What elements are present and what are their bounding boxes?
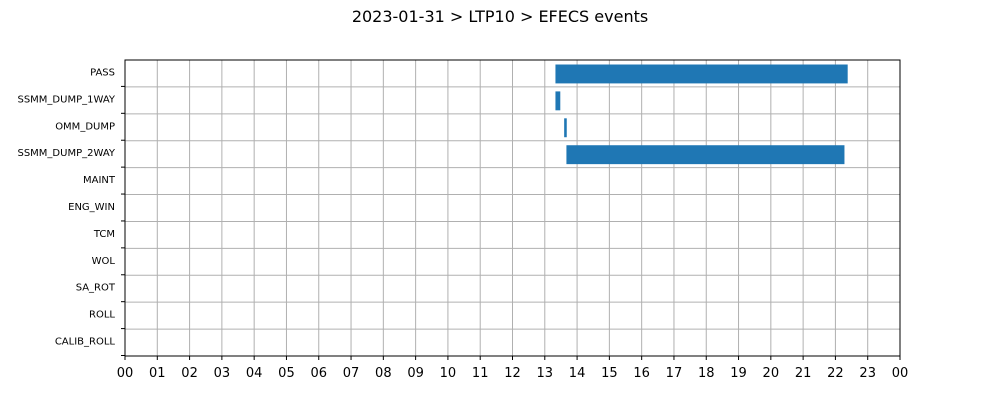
event-bar-ssmm-dump-2way [566, 145, 845, 165]
x-tick-label: 20 [763, 366, 780, 381]
x-tick-label: 15 [601, 366, 618, 381]
x-tick-label: 10 [440, 366, 457, 381]
x-tick-label: 02 [181, 366, 198, 381]
y-tick-label: CALIB_ROLL [55, 337, 116, 348]
y-tick-label: TCM [93, 229, 115, 240]
x-tick-label: 18 [698, 366, 715, 381]
x-tick-label: 11 [472, 366, 489, 381]
y-tick-label: OMM_DUMP [55, 121, 115, 132]
event-bar-ssmm-dump-1way [555, 91, 561, 111]
x-tick-label: 22 [827, 366, 844, 381]
x-tick-label: 03 [214, 366, 231, 381]
grid-lines [124, 60, 901, 356]
y-axis-ticks: PASS SSMM_DUMP_1WAY OMM_DUMP SSMM_DUMP_2WAY… [17, 67, 125, 356]
y-tick-label: ENG_WIN [68, 202, 115, 213]
y-tick-label: SSMM_DUMP_1WAY [17, 94, 115, 105]
x-tick-label: 09 [407, 366, 424, 381]
x-tick-label: 14 [569, 366, 586, 381]
x-tick-label: 17 [666, 366, 683, 381]
x-tick-label: 08 [375, 366, 392, 381]
event-bar-omm-dump [564, 118, 567, 138]
chart-title: 2023-01-31 > LTP10 > EFECS events [352, 7, 648, 26]
x-tick-label: 23 [859, 366, 876, 381]
y-tick-label: PASS [90, 67, 115, 78]
y-tick-label: WOL [92, 256, 116, 267]
x-tick-label: 01 [149, 366, 166, 381]
x-tick-label: 05 [278, 366, 295, 381]
y-tick-label: MAINT [83, 175, 116, 186]
y-tick-label: SSMM_DUMP_2WAY [17, 148, 115, 159]
event-bars [555, 64, 848, 165]
x-tick-label: 04 [246, 366, 263, 381]
x-tick-label: 00 [117, 366, 134, 381]
event-bar-pass [555, 64, 848, 84]
x-tick-label: 00 [892, 366, 909, 381]
y-tick-label: ROLL [89, 310, 115, 321]
x-tick-label: 19 [730, 366, 747, 381]
x-tick-label: 07 [343, 366, 360, 381]
x-tick-label: 13 [537, 366, 554, 381]
x-axis-ticks: 00 01 02 03 04 05 06 07 08 09 10 11 12 13 14 15 16 17 18 19… [117, 356, 909, 381]
plot-frame [124, 59, 901, 357]
x-tick-label: 12 [504, 366, 521, 381]
x-tick-label: 21 [795, 366, 812, 381]
x-tick-label: 16 [633, 366, 650, 381]
y-tick-label: SA_ROT [76, 283, 116, 294]
x-tick-label: 06 [310, 366, 327, 381]
